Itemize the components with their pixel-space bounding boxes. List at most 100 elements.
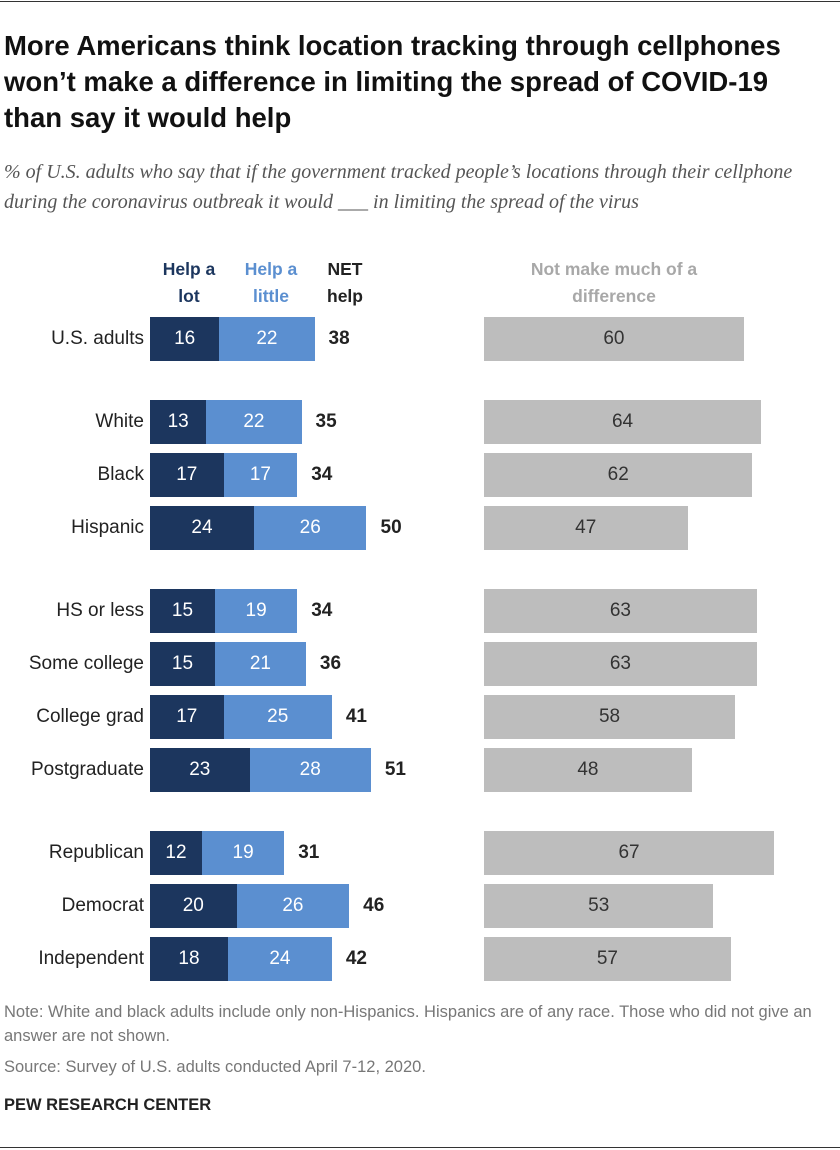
legend-entry: Help a little xyxy=(244,259,298,306)
data-label: 18 xyxy=(178,948,200,969)
category-label: Republican xyxy=(48,842,144,863)
legend-entry: Not make much of a difference xyxy=(530,259,698,306)
source: Source: Survey of U.S. adults conducted … xyxy=(4,1058,426,1076)
data-label: 15 xyxy=(171,653,194,674)
data-label: 22 xyxy=(243,411,265,432)
data-label: 20 xyxy=(182,895,204,916)
bar-segment xyxy=(219,317,315,361)
top-rule xyxy=(0,1,840,2)
bar-segment xyxy=(249,748,371,792)
data-label: 60 xyxy=(603,328,625,349)
bar xyxy=(484,937,731,981)
data-label: 12 xyxy=(165,842,187,863)
net-label: 51 xyxy=(384,759,406,780)
data-label: 67 xyxy=(618,842,640,863)
category-label: Independent xyxy=(38,948,144,969)
legend-entry: Help a lot xyxy=(162,259,216,306)
net-label: 42 xyxy=(345,948,367,969)
bar-segment xyxy=(150,695,224,739)
bar-segment xyxy=(214,589,298,633)
category-label: HS or less xyxy=(56,600,144,621)
data-label: 15 xyxy=(171,600,194,621)
bar-segment xyxy=(150,400,207,444)
data-label: 26 xyxy=(282,895,304,916)
category-label: Some college xyxy=(28,653,144,674)
bar-segment xyxy=(236,884,350,928)
data-label: 64 xyxy=(611,411,634,432)
data-label: 19 xyxy=(245,600,267,621)
bar xyxy=(484,884,714,928)
bar-segment xyxy=(150,453,224,497)
chart-title: More Americans think location tracking t… xyxy=(4,30,781,133)
bar-segment xyxy=(253,506,367,550)
bar-segment xyxy=(150,748,250,792)
net-label: 34 xyxy=(311,464,333,485)
data-label: 57 xyxy=(596,948,618,969)
category-label: White xyxy=(95,411,144,432)
legend-entry: NET help xyxy=(327,259,363,306)
data-label: 48 xyxy=(577,759,599,780)
bar-segment xyxy=(223,453,298,497)
net-label: 34 xyxy=(311,600,333,621)
net-label: 46 xyxy=(363,895,385,916)
data-label: 62 xyxy=(607,464,629,485)
bar-segment xyxy=(150,506,254,550)
brand: PEW RESEARCH CENTER xyxy=(4,1096,212,1114)
data-label: 63 xyxy=(609,653,631,674)
net-label: 31 xyxy=(298,842,320,863)
data-label: 47 xyxy=(575,517,597,538)
data-label: 17 xyxy=(176,464,198,485)
bar-segment xyxy=(206,400,302,444)
chart-subtitle: % of U.S. adults who say that if the gov… xyxy=(4,161,793,213)
data-label: 58 xyxy=(598,706,621,727)
bar xyxy=(484,317,744,361)
bar xyxy=(484,695,736,739)
data-label: 17 xyxy=(176,706,198,727)
bar-segment xyxy=(201,831,285,875)
bottom-rule xyxy=(0,1147,840,1148)
data-label: 13 xyxy=(167,411,189,432)
bar xyxy=(484,642,757,686)
net-label: 38 xyxy=(328,328,350,349)
bar-segment xyxy=(227,937,332,981)
category-label: Black xyxy=(97,464,144,485)
category-label: Democrat xyxy=(61,895,144,916)
data-label: 28 xyxy=(299,759,321,780)
data-label: 24 xyxy=(191,517,213,538)
bar-segment xyxy=(150,884,237,928)
data-label: 21 xyxy=(249,653,271,674)
bar xyxy=(484,748,692,792)
bar-segment xyxy=(214,642,306,686)
net-label: 41 xyxy=(345,706,367,727)
bar-segment xyxy=(150,831,202,875)
data-label: 19 xyxy=(232,842,254,863)
data-label: 23 xyxy=(189,759,211,780)
data-label: 22 xyxy=(256,328,278,349)
data-label: 53 xyxy=(588,895,610,916)
bar xyxy=(484,589,757,633)
bar-segment xyxy=(223,695,332,739)
category-label: College grad xyxy=(36,706,144,727)
bar-segment xyxy=(150,589,215,633)
bar xyxy=(484,831,775,875)
data-label: 63 xyxy=(609,600,631,621)
category-label: Postgraduate xyxy=(30,759,144,780)
net-label: 36 xyxy=(319,653,342,674)
bar-segment xyxy=(150,937,228,981)
data-label: 26 xyxy=(299,517,321,538)
category-label: U.S. adults xyxy=(51,328,144,349)
bar xyxy=(484,400,762,444)
category-label: Hispanic xyxy=(71,517,144,538)
note: Note: White and black adults include onl… xyxy=(4,1003,812,1045)
bar-segment xyxy=(150,317,220,361)
net-label: 50 xyxy=(380,517,402,538)
data-label: 24 xyxy=(269,948,291,969)
bar-segment xyxy=(150,642,215,686)
bar xyxy=(484,453,753,497)
data-label: 17 xyxy=(249,464,271,485)
data-label: 25 xyxy=(267,706,289,727)
net-label: 35 xyxy=(315,411,337,432)
data-label: 16 xyxy=(174,328,196,349)
bar xyxy=(484,506,688,550)
